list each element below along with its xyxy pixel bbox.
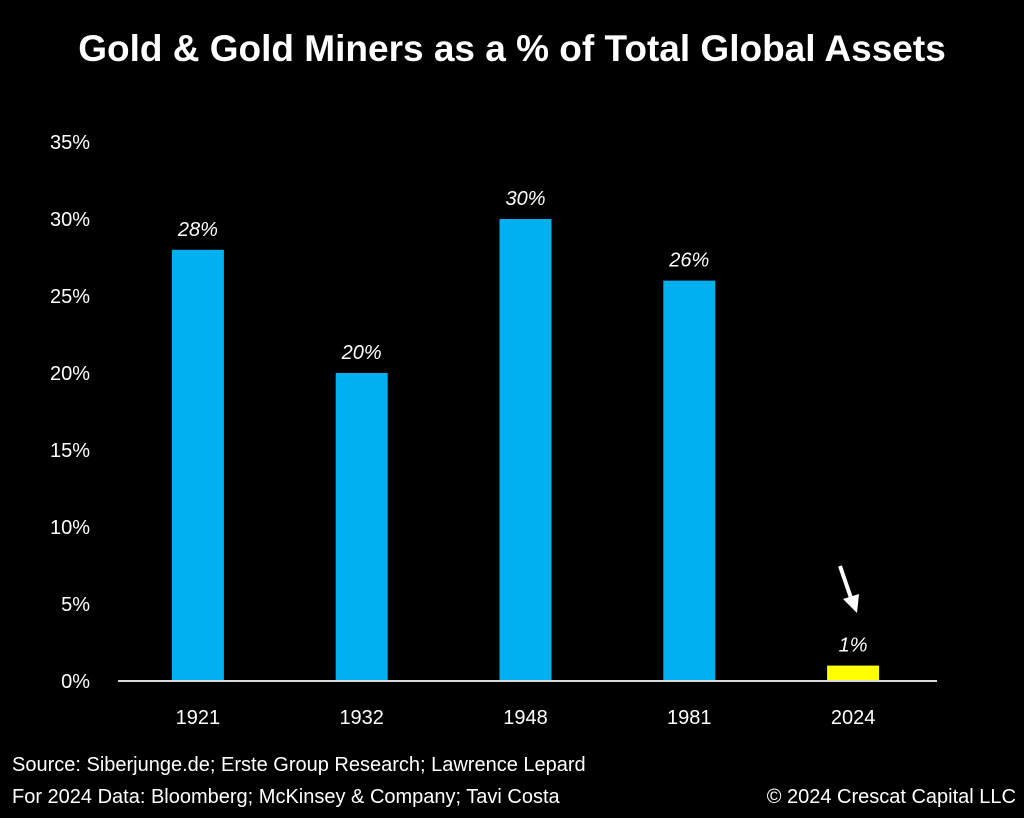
data-label: 28% [177,219,218,241]
y-tick-label: 35% [50,132,90,154]
y-tick-label: 0% [61,671,90,693]
x-tick-label: 2024 [831,707,876,729]
data-label: 30% [505,188,545,210]
arrow-icon [838,565,853,599]
y-tick-label: 30% [50,209,90,231]
y-tick-label: 15% [50,440,90,462]
arrow-head-icon [843,594,859,613]
source-note: Source: Siberjunge.de; Erste Group Resea… [12,754,586,776]
x-tick-label: 1932 [339,707,384,729]
y-tick-label: 25% [50,286,90,308]
chart-title: Gold & Gold Miners as a % of Total Globa… [78,28,946,69]
bar-1981 [663,280,716,681]
data-source-note: For 2024 Data: Bloomberg; McKinsey & Com… [12,786,560,808]
x-tick-label: 1981 [667,707,712,729]
y-tick-label: 10% [50,517,90,539]
data-label: 1% [839,635,868,657]
bar-1948 [499,219,552,681]
data-label: 20% [341,342,382,364]
data-label: 26% [668,250,709,272]
x-tick-label: 1948 [503,707,548,729]
bar-2024 [827,665,880,681]
bar-1932 [335,373,388,681]
y-tick-label: 20% [50,363,90,385]
x-tick-label: 1921 [176,707,221,729]
y-tick-label: 5% [61,594,90,616]
copyright: © 2024 Crescat Capital LLC [766,786,1016,808]
bar-1921 [171,249,224,682]
